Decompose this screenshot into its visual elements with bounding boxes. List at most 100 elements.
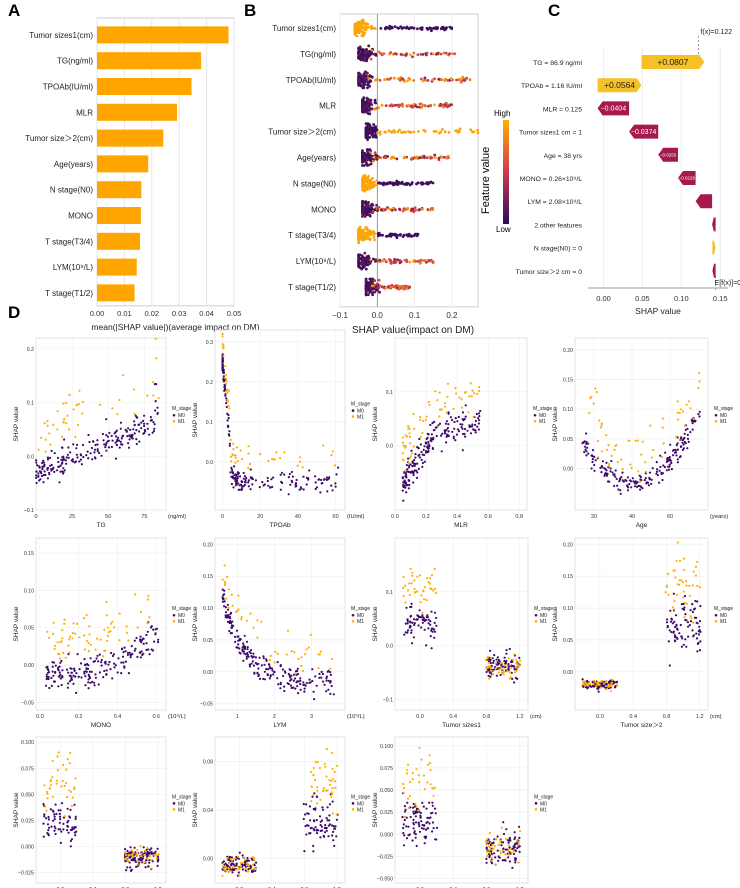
dependence-point [420, 827, 423, 830]
legend-title: M_stage [351, 606, 370, 612]
dependence-point [85, 670, 88, 673]
panel-b-point [406, 79, 409, 83]
panel-b-point [368, 125, 372, 128]
dependence-point [105, 434, 108, 437]
dependence-point [640, 453, 643, 456]
dependence-point [671, 622, 675, 625]
dependence-point [445, 420, 448, 423]
panel-b-point [380, 104, 384, 107]
dependence-point [320, 676, 323, 679]
dependence-point [664, 451, 667, 454]
dependence-point [464, 415, 467, 418]
dependence-point [585, 440, 588, 444]
dependence-point [75, 447, 78, 450]
dependence-point [429, 439, 432, 442]
dependence-point [83, 648, 86, 651]
dependence-point [431, 830, 434, 833]
dependence-point [584, 445, 587, 448]
dependence-point [427, 443, 430, 446]
dependence-point [107, 631, 110, 634]
dependence-point [229, 632, 232, 635]
dependence-point [404, 808, 407, 811]
dependence-point [254, 656, 257, 659]
legend-m1-label: M1 [720, 619, 727, 625]
dependence-point [299, 460, 302, 463]
dependence-point [672, 454, 675, 457]
dependence-point [87, 433, 90, 437]
dependence-point [685, 645, 688, 648]
dependence-point [329, 681, 332, 684]
dependence-point [270, 478, 273, 481]
dependence-point [317, 478, 320, 481]
dependence-point [500, 826, 503, 829]
dependence-point [485, 843, 488, 846]
dependence-point [92, 660, 95, 663]
panel-a-bar [97, 78, 192, 95]
dependence-point [225, 382, 228, 385]
dependence-xlabel: Age [636, 522, 648, 529]
dependence-point [221, 363, 224, 366]
dependence-point [461, 423, 464, 426]
panel-b-point [366, 81, 370, 85]
dependence-point [423, 842, 426, 845]
dependence-point [670, 468, 674, 471]
dependence-point [410, 452, 413, 455]
dependence-point [318, 672, 321, 676]
dependence-point [479, 409, 482, 413]
panel-b-point [397, 105, 401, 109]
dependence-point [455, 433, 458, 436]
dependence-point [630, 486, 633, 489]
dependence-point [44, 438, 47, 441]
panel-b-point [373, 238, 376, 242]
dependence-point [315, 828, 318, 831]
dependence-point [435, 426, 438, 429]
dependence-point [694, 419, 697, 422]
panel-b-point [371, 277, 375, 281]
dependence-point [584, 684, 587, 687]
dependence-point [600, 679, 604, 683]
panel-b-point [366, 176, 369, 180]
legend-m1-swatch [533, 419, 537, 423]
panel-b-point [416, 27, 419, 31]
dependence-point [35, 476, 38, 479]
panel-b-point [421, 182, 425, 186]
dependence-point [70, 790, 73, 793]
dependence-point [412, 818, 415, 822]
panel-b-point [370, 49, 374, 52]
panel-b-point [368, 127, 372, 131]
dependence-point [254, 479, 257, 482]
dependence-ytick-label: 0.20 [563, 348, 573, 354]
dependence-point [230, 482, 233, 486]
dependence-point [222, 355, 225, 358]
panel-a-category-label: Age(years) [54, 160, 93, 169]
dependence-point [321, 672, 324, 676]
dependence-point [91, 458, 94, 461]
dependence-ytick-label: 0.05 [24, 626, 34, 632]
dependence-point [256, 636, 259, 639]
dependence-point [306, 812, 309, 815]
dependence-point [224, 606, 227, 609]
dependence-point [514, 836, 517, 839]
dependence-point [59, 464, 62, 467]
dependence-point [247, 485, 250, 488]
dependence-point [56, 410, 59, 413]
panel-c-efx-label: E[f(x)]=0.144 [715, 280, 740, 287]
dependence-point [318, 815, 322, 818]
dependence-point [490, 669, 493, 672]
dependence-point [145, 633, 148, 637]
dependence-point [474, 419, 477, 423]
dependence-point [421, 621, 424, 624]
dependence-point [512, 845, 515, 848]
panel-a-xtick-label: 0.04 [199, 309, 214, 318]
panel-b-point [367, 44, 371, 48]
dependence-point [42, 802, 45, 806]
dependence-point [667, 593, 670, 596]
dependence-point [145, 853, 148, 857]
panel-b-point [431, 208, 434, 212]
panel-b-point [361, 232, 365, 236]
panel-b-point [400, 102, 404, 106]
dependence-point [221, 356, 224, 360]
dependence-point [518, 664, 522, 667]
panel-b-point [408, 131, 412, 134]
dependence-point [428, 444, 431, 448]
